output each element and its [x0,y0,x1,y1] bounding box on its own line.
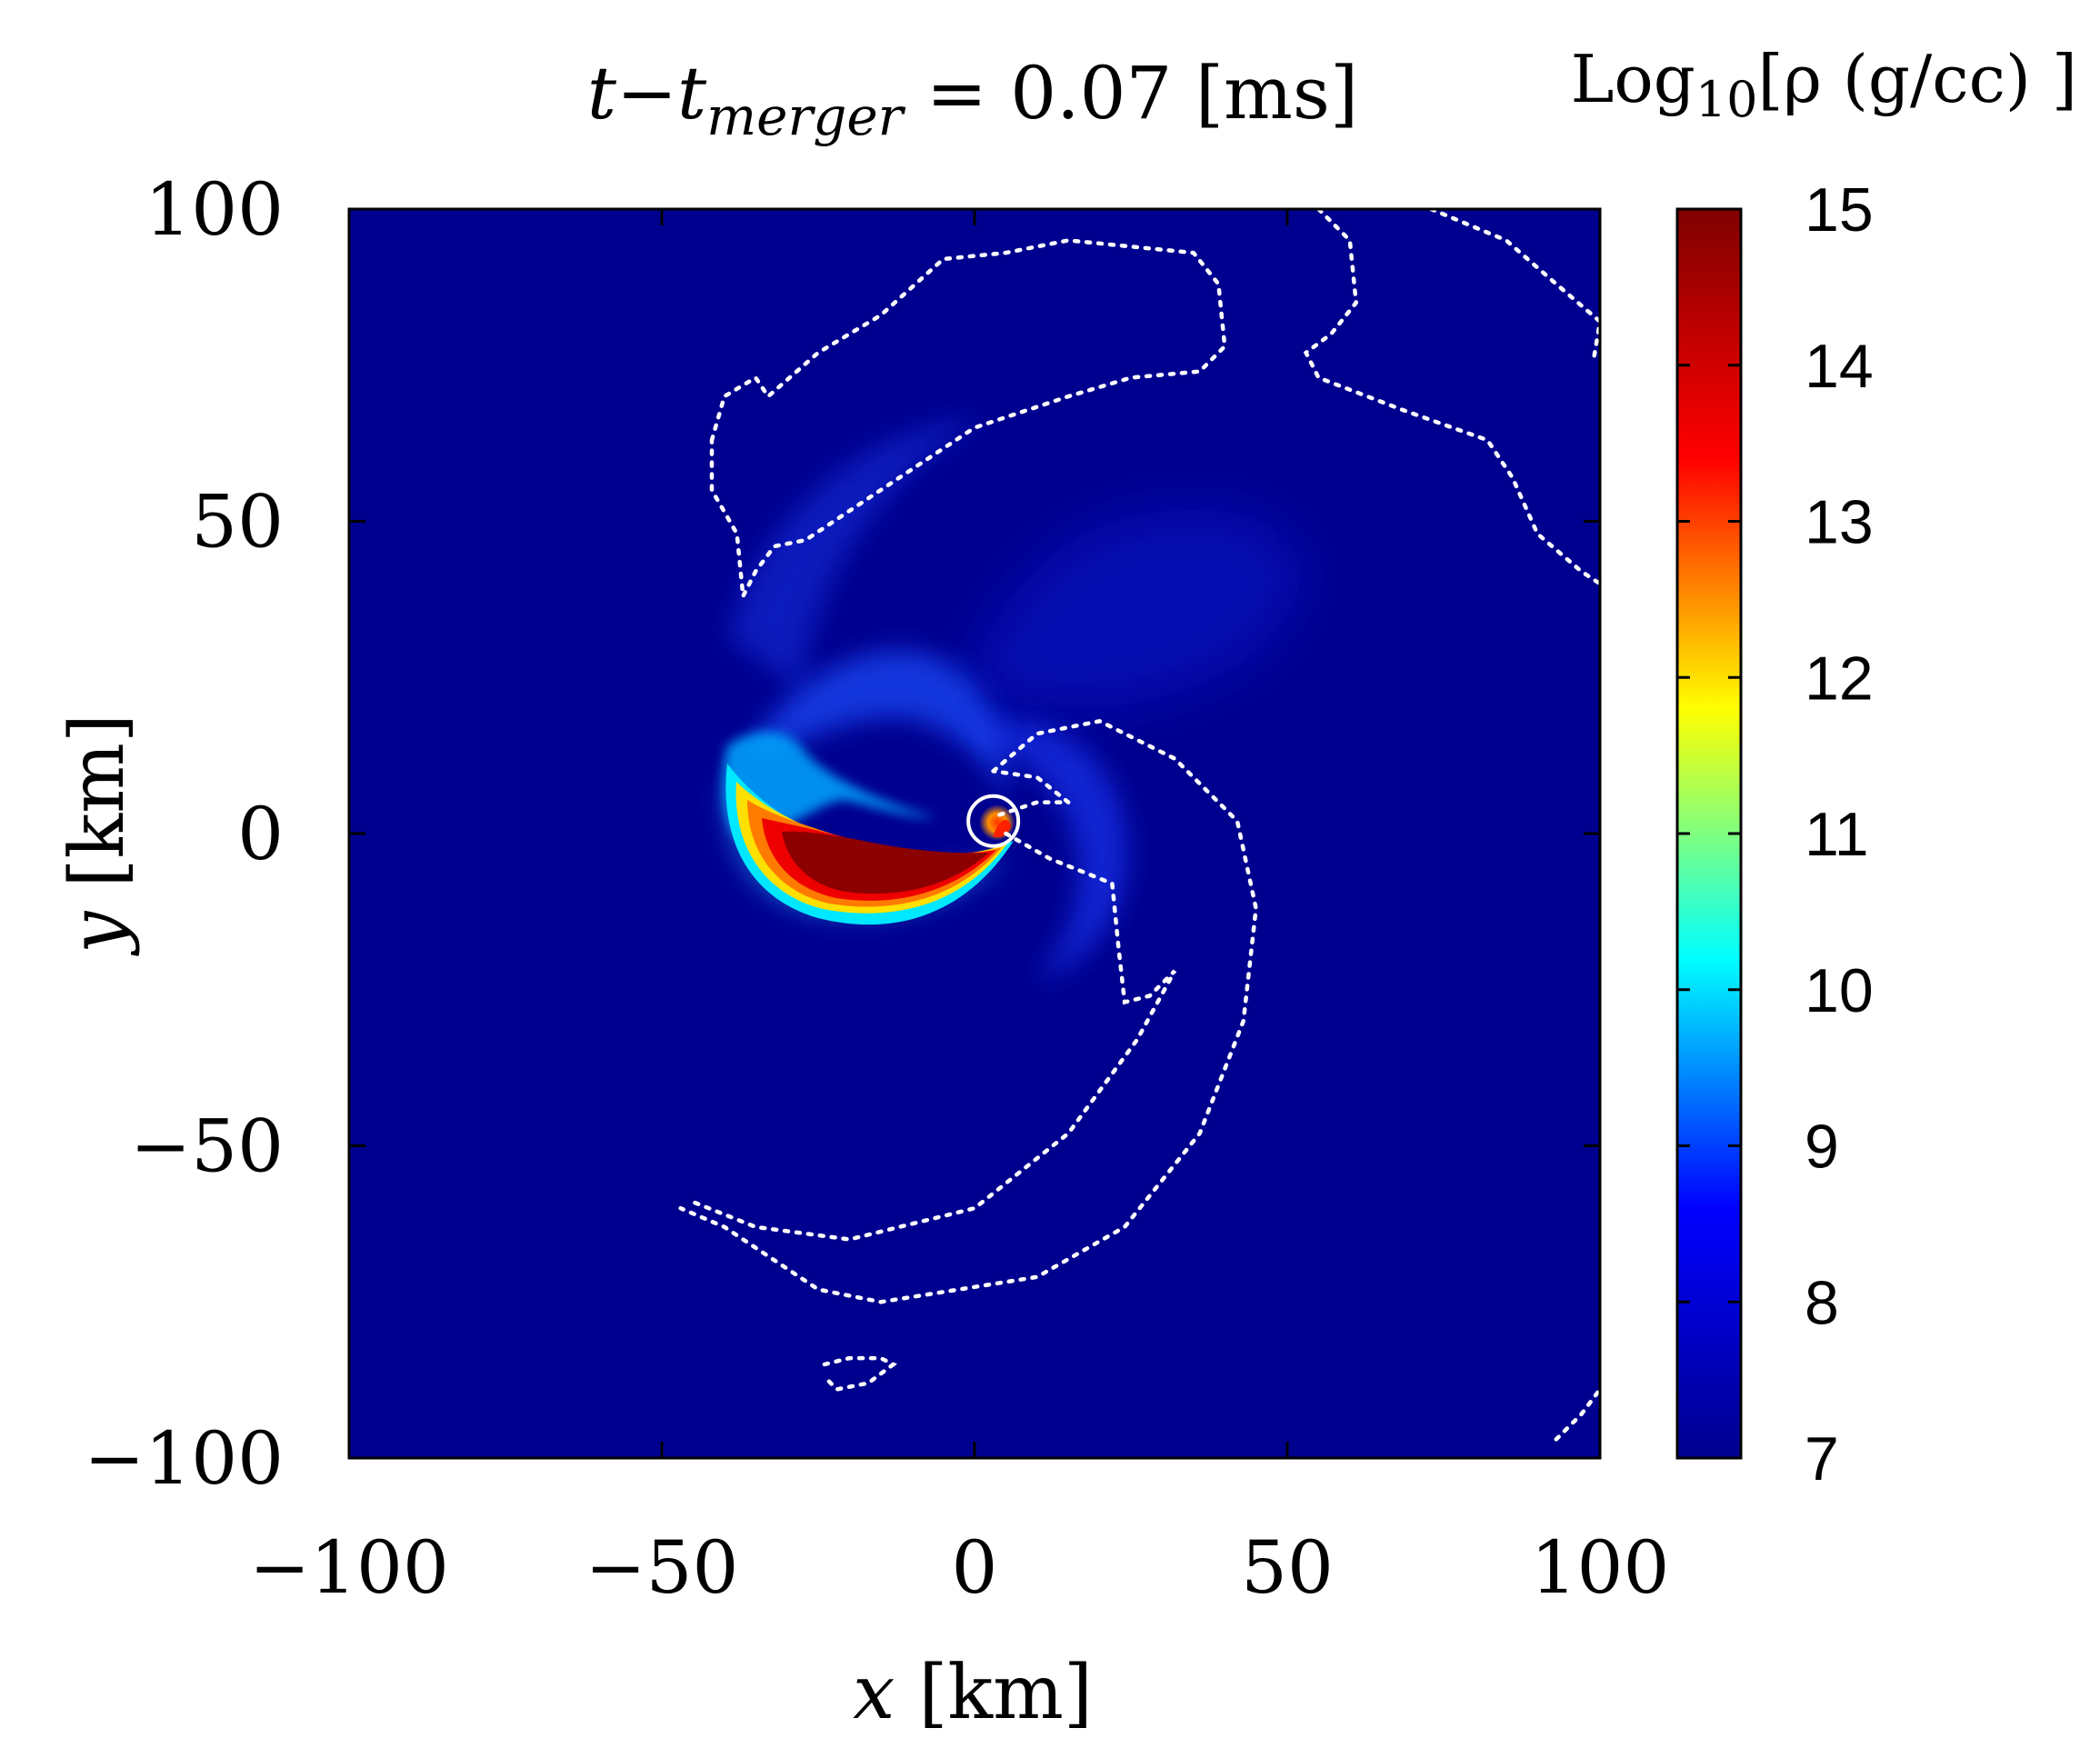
colorbar-tick-label: 7 [1805,1424,1839,1493]
y-tick-label: 50 [191,480,284,564]
y-axis-label: y [km] [55,714,141,957]
outer-contour-top [709,238,1227,604]
chart-title: t−tmerger = 0.07 [ms] [587,51,1358,147]
colorbar-tick-label: 12 [1805,644,1874,713]
heatmap-background [349,209,1600,1458]
density-heatmap [349,209,1600,1458]
y-axis: −100 −50 0 50 100 [84,167,1600,1501]
contour-group [678,209,1600,1442]
marker-group [966,794,1021,848]
outflow-glow [964,509,1302,709]
colorbar-label: Log10[ρ (g/cc) ] [1571,41,2077,128]
spiral-arm-upper [745,651,1009,800]
y-tick-label: 0 [237,792,284,876]
spiral-contour-outer [678,718,1258,1304]
y-tick-label: −50 [130,1104,284,1189]
y-tick-label: −100 [84,1416,284,1501]
x-axis-label: x [km] [853,1650,1093,1736]
y-tick-label: 100 [145,167,284,252]
x-tick-label: 0 [952,1525,998,1610]
x-tick-label: 100 [1531,1525,1670,1610]
colorbar-tick-label: 9 [1805,1113,1839,1182]
outer-contour-corner [1428,209,1600,362]
colorbar-tick-label: 11 [1805,800,1869,869]
colorbar-tick-label: 10 [1805,956,1874,1025]
outer-contour-right [1303,209,1600,586]
upper-arm-glow [727,418,982,691]
apparent-horizon-circle [966,794,1021,848]
colorbar-tick-label: 8 [1805,1268,1839,1337]
x-tick-label: 50 [1241,1525,1334,1610]
x-tick-label: −100 [249,1525,449,1610]
swirl-right [964,720,1127,982]
colorbar-ticks: 7 8 9 10 11 12 13 14 15 [1677,175,1874,1493]
spiral-contour-inner [691,831,1177,1242]
bottom-small-contour [822,1355,897,1392]
colorbar-tick-label: 14 [1805,332,1874,401]
x-axis: −100 −50 0 50 100 [249,209,1669,1610]
x-tick-label: −50 [585,1525,739,1610]
colorbar-tick-label: 13 [1805,488,1874,557]
inner-contour-lobe [991,769,1075,817]
bottom-right-contour [1554,1387,1600,1442]
crescent-core [782,831,989,894]
colorbar-tick-label: 15 [1805,175,1874,245]
